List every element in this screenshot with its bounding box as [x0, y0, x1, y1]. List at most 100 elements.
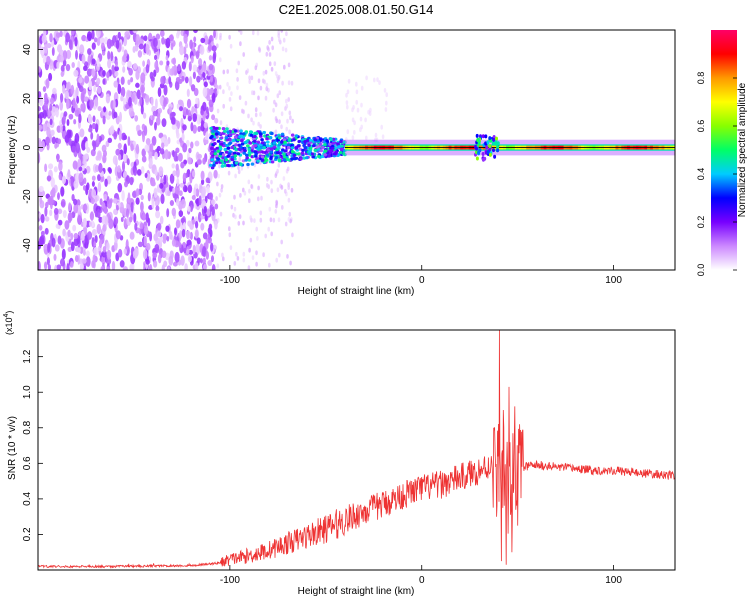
heatmap-cell [172, 239, 176, 247]
heatmap-cell [181, 199, 186, 209]
heatmap-cell [347, 129, 350, 134]
heatmap-cell [75, 133, 80, 143]
heatmap-cell [278, 136, 282, 139]
heatmap-cell [87, 48, 91, 55]
heatmap-cell [286, 119, 289, 124]
heatmap-cell [78, 77, 82, 83]
heatmap-cell [228, 171, 231, 176]
heatmap-cell [179, 210, 183, 217]
heatmap-cell [93, 85, 96, 93]
heatmap-cell [89, 221, 92, 227]
heatmap-cell [65, 32, 70, 42]
heatmap-cell [127, 136, 130, 146]
heatmap-cell [195, 141, 200, 147]
heatmap-cell [209, 55, 212, 61]
heatmap-cell [121, 190, 124, 201]
heatmap-cell [57, 138, 61, 144]
heatmap-cell [287, 158, 291, 161]
snr-y-tick-label: 0.8 [22, 420, 33, 434]
heatmap-cell [91, 68, 95, 77]
heatmap-cell [255, 107, 258, 112]
heatmap-cell [102, 51, 105, 56]
snr-x-label: Height of straight line (km) [298, 586, 415, 597]
spectrogram-x-tick-label: -100 [220, 275, 240, 286]
heatmap-cell [177, 64, 180, 71]
heatmap-cell [214, 118, 218, 124]
heatmap-cell [127, 79, 130, 85]
heatmap-cell [100, 266, 104, 271]
heatmap-cell [220, 143, 224, 146]
heatmap-cell [284, 149, 288, 152]
snr-x-tick-label: 0 [419, 575, 425, 586]
heatmap-cell [77, 215, 81, 225]
heatmap-cell [131, 202, 134, 212]
heatmap-cell [55, 108, 59, 118]
heatmap-cell [270, 180, 273, 185]
heatmap-cell [84, 75, 89, 83]
heatmap-cell [120, 95, 123, 101]
heatmap-cell [103, 246, 107, 253]
heatmap-cell [278, 75, 281, 80]
heatmap-cell [200, 109, 204, 115]
heatmap-cell [62, 175, 66, 184]
heatmap-cell [204, 81, 208, 87]
heatmap-cell [255, 227, 258, 232]
heatmap-cell [67, 119, 70, 126]
heatmap-cell [258, 78, 261, 83]
heatmap-cell [107, 250, 112, 260]
heatmap-cell [281, 133, 285, 136]
heatmap-cell [355, 82, 358, 87]
heatmap-cell [106, 242, 110, 250]
heatmap-cell [494, 141, 497, 145]
heatmap-cell [264, 158, 268, 161]
heatmap-cell [252, 255, 255, 260]
heatmap-cell [304, 146, 308, 149]
heatmap-cell [346, 100, 349, 105]
heatmap-cell [193, 64, 198, 71]
snr-x-tick-label: -100 [220, 575, 240, 586]
heatmap-cell [122, 66, 125, 73]
heatmap-cell [138, 242, 143, 248]
heatmap-cell [144, 225, 148, 235]
heatmap-cell [205, 240, 208, 250]
heatmap-cell [217, 218, 220, 223]
heatmap-cell [66, 99, 70, 110]
heatmap-cell [373, 78, 376, 83]
heatmap-cell [176, 198, 179, 206]
heatmap-cell [476, 134, 479, 138]
heatmap-cell [222, 89, 225, 94]
heatmap-cell [200, 45, 205, 55]
heatmap-cell [285, 31, 288, 36]
heatmap-cell [212, 45, 217, 51]
heatmap-cell [120, 260, 125, 267]
heatmap-cell [91, 189, 96, 198]
heatmap-cell [234, 154, 238, 157]
heatmap-cell [253, 135, 257, 138]
heatmap-cell [203, 87, 208, 98]
heatmap-cell [248, 180, 251, 185]
heatmap-cell [352, 105, 355, 110]
heatmap-cell [219, 36, 222, 41]
heatmap-cell [260, 138, 264, 141]
heatmap-cell [245, 101, 248, 106]
heatmap-cell [46, 127, 51, 137]
heatmap-cell [123, 143, 127, 154]
heatmap-cell [271, 37, 274, 42]
heatmap-cell [248, 189, 251, 194]
heatmap-cell [253, 218, 256, 223]
heatmap-cell [108, 168, 112, 174]
heatmap-cell [267, 227, 270, 232]
heatmap-cell [93, 254, 96, 264]
heatmap-cell [132, 94, 135, 103]
heatmap-cell [217, 158, 221, 161]
heatmap-cell [297, 140, 301, 143]
heatmap-cell [79, 128, 84, 137]
heatmap-cell [259, 112, 262, 117]
heatmap-cell [319, 137, 323, 140]
heatmap-cell [163, 238, 167, 244]
heatmap-cell [67, 230, 70, 238]
heatmap-cell [151, 76, 155, 81]
heatmap-cell [216, 182, 219, 187]
heatmap-cell [210, 75, 213, 82]
heatmap-cell [60, 93, 63, 103]
